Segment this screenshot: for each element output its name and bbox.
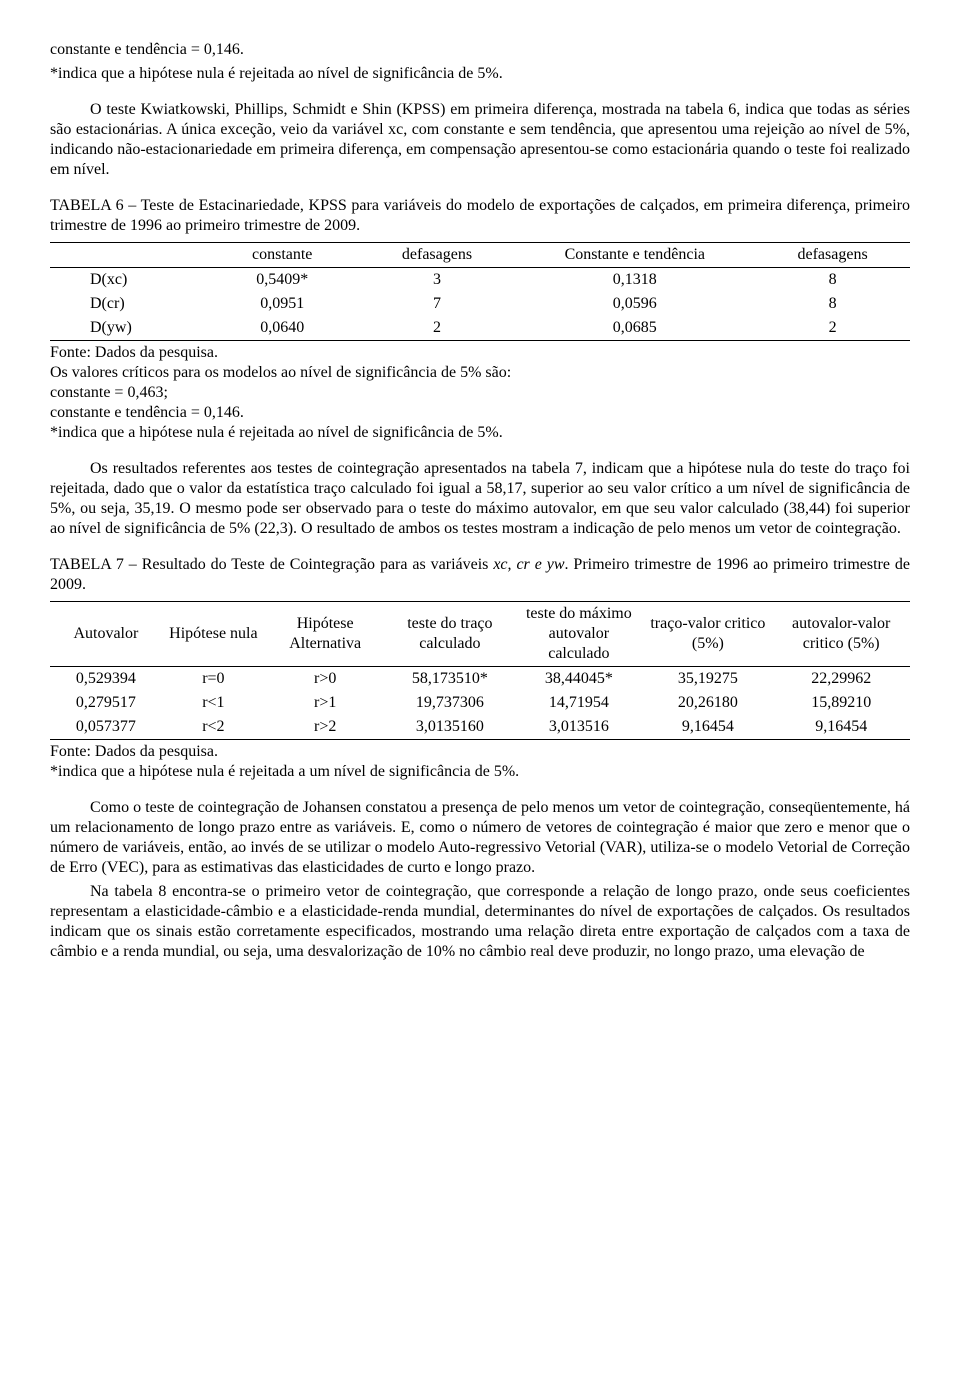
table-cell: r<1 [162,691,265,715]
note-line: Fonte: Dados da pesquisa. [50,742,910,762]
table-cell: 20,26180 [643,691,772,715]
table-cell: D(cr) [50,292,205,316]
table-cell: 19,737306 [385,691,514,715]
note-line: Fonte: Dados da pesquisa. [50,343,910,363]
table7-notes: Fonte: Dados da pesquisa. *indica que a … [50,742,910,782]
table-row: D(yw) 0,0640 2 0,0685 2 [50,316,910,341]
table-cell: 0,529394 [50,667,162,692]
table7-header: Hipótese nula [162,602,265,667]
table7-header: traço-valor critico (5%) [643,602,772,667]
table-cell: 35,19275 [643,667,772,692]
table-cell: 0,0685 [514,316,755,341]
table-cell: 22,29962 [772,667,910,692]
table-cell: 58,173510* [385,667,514,692]
table-cell: 0,279517 [50,691,162,715]
table7-header: Autovalor [50,602,162,667]
table7-header: teste do traço calculado [385,602,514,667]
note-line: constante = 0,463; [50,383,910,403]
table-cell: 9,16454 [643,715,772,740]
table-cell: 15,89210 [772,691,910,715]
paragraph: Como o teste de cointegração de Johansen… [50,798,910,878]
table-cell: 8 [755,292,910,316]
note-line: constante e tendência = 0,146. [50,403,910,423]
table6-header: constante [205,243,360,268]
table-cell: 0,0951 [205,292,360,316]
table7: Autovalor Hipótese nula Hipótese Alterna… [50,601,910,740]
table6-header: defasagens [755,243,910,268]
caption-italic: xc, cr e yw [493,556,564,573]
table-cell: 14,71954 [514,691,643,715]
table-cell: r<2 [162,715,265,740]
table-cell: r>2 [265,715,385,740]
table7-caption: TABELA 7 – Resultado do Teste de Cointeg… [50,555,910,595]
table-cell: 2 [360,316,515,341]
table-cell: 3,0135160 [385,715,514,740]
caption-text: TABELA 7 – Resultado do Teste de Cointeg… [50,556,493,573]
table6: constante defasagens Constante e tendênc… [50,242,910,341]
note-line: constante e tendência = 0,146. [50,40,910,60]
paragraph: Na tabela 8 encontra-se o primeiro vetor… [50,882,910,962]
table-cell: 2 [755,316,910,341]
table6-caption: TABELA 6 – Teste de Estacinariedade, KPS… [50,196,910,236]
table-cell: 0,5409* [205,268,360,293]
table-row: 0,279517 r<1 r>1 19,737306 14,71954 20,2… [50,691,910,715]
table-row: D(xc) 0,5409* 3 0,1318 8 [50,268,910,293]
table7-header: Hipótese Alternativa [265,602,385,667]
table-cell: 8 [755,268,910,293]
table-row: D(cr) 0,0951 7 0,0596 8 [50,292,910,316]
table-cell: 0,1318 [514,268,755,293]
table6-header: defasagens [360,243,515,268]
table-row: 0,057377 r<2 r>2 3,0135160 3,013516 9,16… [50,715,910,740]
table7-header: autovalor-valor critico (5%) [772,602,910,667]
table-cell: 7 [360,292,515,316]
table-cell: 3,013516 [514,715,643,740]
table-cell: 0,057377 [50,715,162,740]
table-cell: r>1 [265,691,385,715]
note-line: *indica que a hipótese nula é rejeitada … [50,762,910,782]
table-cell: 0,0596 [514,292,755,316]
table-cell: D(xc) [50,268,205,293]
table-cell: 38,44045* [514,667,643,692]
table-row: 0,529394 r=0 r>0 58,173510* 38,44045* 35… [50,667,910,692]
note-line: *indica que a hipótese nula é rejeitada … [50,64,910,84]
table7-header: teste do máximo autovalor calculado [514,602,643,667]
note-line: *indica que a hipótese nula é rejeitada … [50,423,910,443]
table-cell: 3 [360,268,515,293]
note-line: Os valores críticos para os modelos ao n… [50,363,910,383]
table6-notes: Fonte: Dados da pesquisa. Os valores crí… [50,343,910,443]
table6-header [50,243,205,268]
paragraph: O teste Kwiatkowski, Phillips, Schmidt e… [50,100,910,180]
table6-header: Constante e tendência [514,243,755,268]
table-cell: 9,16454 [772,715,910,740]
table-cell: D(yw) [50,316,205,341]
table-cell: r=0 [162,667,265,692]
table-cell: r>0 [265,667,385,692]
table-cell: 0,0640 [205,316,360,341]
paragraph: Os resultados referentes aos testes de c… [50,459,910,539]
